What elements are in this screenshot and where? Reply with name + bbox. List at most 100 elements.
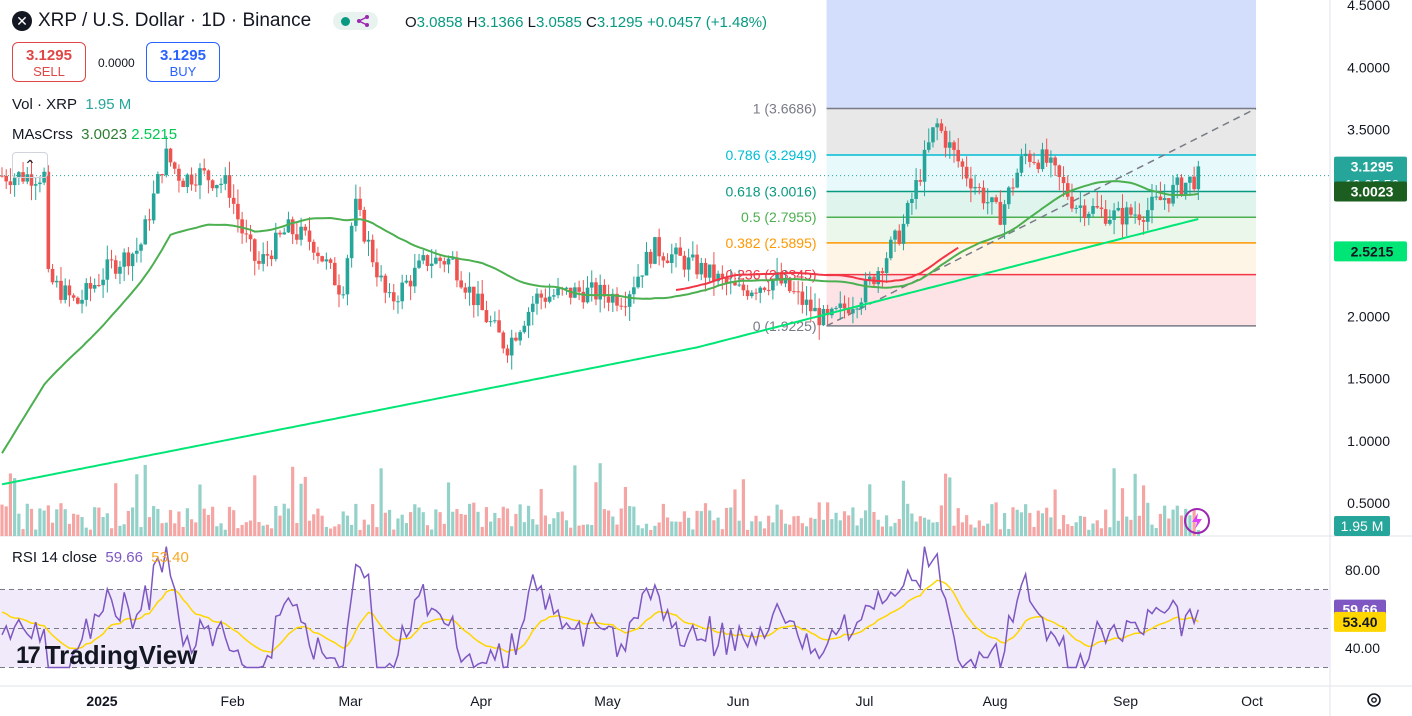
ma-cross-legend[interactable]: MAsCrss 3.0023 2.5215: [12, 126, 178, 143]
low-value: 3.0585: [535, 14, 582, 31]
rsi-legend[interactable]: RSI 14 close 59.66 53.40: [12, 549, 189, 566]
candle-body: [1145, 210, 1150, 222]
volume-bar: [1137, 515, 1141, 536]
candle-body: [518, 332, 522, 341]
volume-bar: [109, 528, 114, 536]
fib-level-label: 0.382 (2.5895): [725, 235, 816, 251]
volume-bar: [1015, 509, 1019, 536]
candle-body: [775, 272, 779, 280]
candle-body: [1158, 196, 1163, 201]
volume-bar: [800, 523, 804, 536]
close-value: 3.1295: [596, 14, 643, 31]
candle-body: [813, 307, 817, 312]
candle-body: [867, 276, 872, 281]
volume-bar: [830, 519, 834, 536]
settings-gear-icon[interactable]: [1364, 690, 1384, 710]
volume-legend[interactable]: Vol · XRP 1.95 M: [12, 96, 132, 113]
candle-body: [771, 279, 775, 291]
lightning-assist-icon[interactable]: [1182, 506, 1212, 536]
volume-bar: [665, 517, 670, 536]
volume-bar: [324, 526, 328, 536]
volume-bar: [678, 521, 682, 536]
candle-body: [1087, 213, 1091, 219]
volume-bar: [434, 509, 438, 536]
sell-button[interactable]: 3.1295 SELL: [12, 42, 86, 82]
volume-bar: [1087, 529, 1091, 536]
candle-body: [754, 292, 758, 294]
candle-body: [602, 284, 607, 297]
candle-body: [501, 332, 506, 349]
candle-body: [265, 254, 270, 256]
candle-body: [391, 292, 396, 302]
rsi-axis-label: 53.40: [1342, 614, 1377, 630]
collapse-legend-button[interactable]: ⌃: [12, 152, 48, 178]
symbol-header[interactable]: ✕ XRP / U.S. Dollar · 1D · Binance: [12, 10, 379, 32]
candle-body: [905, 202, 910, 224]
candle-body: [960, 161, 965, 167]
candle-body: [539, 293, 543, 298]
price-axis-tick: 0.5000: [1347, 495, 1390, 511]
volume-bar: [46, 505, 50, 536]
buy-button[interactable]: 3.1295 BUY: [146, 42, 220, 82]
volume-bar: [943, 473, 948, 536]
volume-bar: [25, 503, 29, 536]
volume-bar: [223, 529, 227, 536]
volume-bar: [960, 522, 965, 536]
candle-body: [1078, 205, 1083, 208]
volume-bar: [826, 502, 830, 536]
candle-body: [884, 258, 889, 274]
candle-body: [379, 275, 383, 278]
volume-bar: [880, 526, 885, 536]
volume-bar: [649, 529, 653, 536]
volume-bar: [0, 504, 4, 536]
volume-bar: [514, 513, 518, 536]
volume-bar: [375, 527, 379, 536]
volume-axis-label-bg: [1334, 516, 1390, 536]
candle-body: [1091, 206, 1095, 214]
volume-bar: [775, 504, 779, 536]
time-axis-tick: 2025: [86, 693, 117, 709]
volume-bar: [606, 510, 611, 536]
volume-bar: [328, 528, 333, 536]
volume-bar: [922, 517, 927, 536]
candle-body: [787, 277, 792, 292]
candle-body: [193, 184, 198, 186]
volume-bar: [543, 515, 548, 536]
volume-bar: [114, 483, 118, 536]
time-axis-tick: Sep: [1113, 693, 1138, 709]
volume-bar: [143, 464, 147, 536]
candle-body: [691, 254, 695, 258]
volume-bar: [135, 474, 139, 536]
tradingview-logo[interactable]: 17 TradingView: [16, 640, 197, 671]
ma-slow-line: [1, 218, 1199, 486]
volume-bar: [278, 515, 282, 536]
volume-bar: [459, 513, 463, 536]
candle-body: [105, 259, 110, 280]
volume-bar: [577, 525, 581, 536]
candle-body: [985, 202, 990, 204]
volume-bar: [619, 508, 623, 536]
volume-bar: [569, 527, 573, 536]
candle-body: [1154, 196, 1159, 198]
candle-body: [113, 260, 118, 274]
candle-body: [804, 299, 809, 305]
candle-body: [387, 292, 392, 294]
candle-body: [889, 239, 893, 259]
candle-body: [998, 201, 1003, 225]
candle-body: [88, 283, 93, 289]
candle-body: [1137, 214, 1142, 221]
candle-body: [846, 308, 851, 314]
volume-bar: [1066, 524, 1070, 536]
candle-body: [4, 175, 9, 182]
candle-body: [703, 262, 708, 278]
volume-bar: [1188, 515, 1192, 536]
candle-body: [282, 232, 287, 235]
candle-body: [1175, 177, 1180, 185]
volume-bar: [34, 529, 38, 536]
volume-bar: [556, 512, 560, 536]
candle-body: [556, 288, 560, 296]
volume-bar: [796, 515, 800, 536]
candle-body: [535, 293, 539, 304]
market-status-pill[interactable]: [333, 12, 379, 30]
